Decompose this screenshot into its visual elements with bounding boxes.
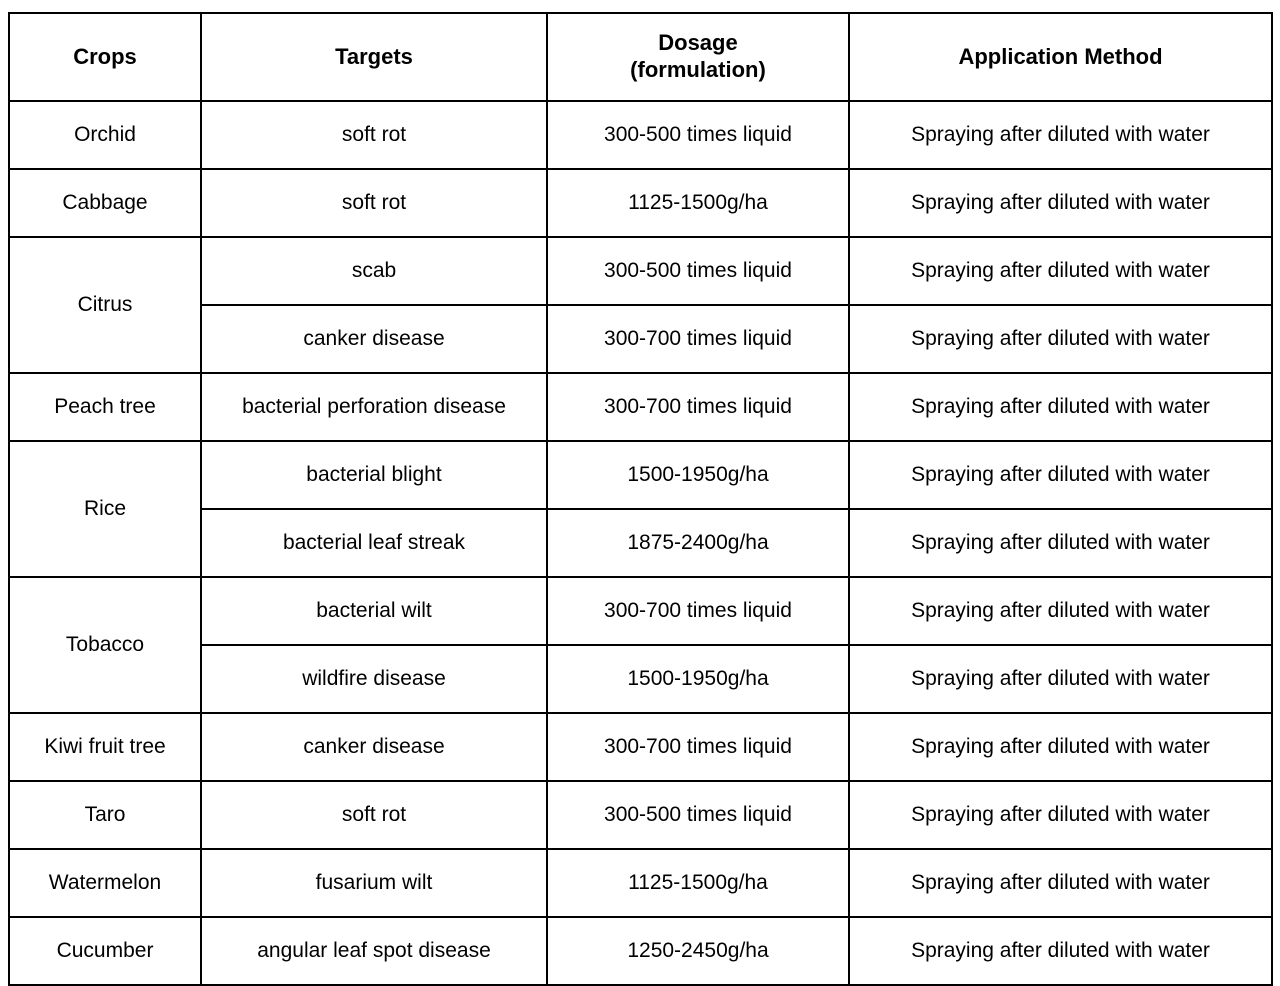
cell-crop: Rice bbox=[8, 440, 202, 578]
table-row: Kiwi fruit tree canker disease 300-700 tim… bbox=[8, 712, 1273, 782]
cell-application-method: Spraying after diluted with water bbox=[848, 916, 1273, 986]
column-header-dosage-line1: Dosage bbox=[658, 30, 738, 56]
table-header: Crops Targets Dosage (formulation) Appli… bbox=[8, 12, 1273, 102]
cell-crop: Peach tree bbox=[8, 372, 202, 442]
table-row: Watermelon fusarium wilt 1125-1500g/ha Spra… bbox=[8, 848, 1273, 918]
cell-target: soft rot bbox=[200, 100, 548, 170]
column-header-dosage-line2: (formulation) bbox=[630, 57, 766, 82]
table-row: Cucumber angular leaf spot disease 1250-24… bbox=[8, 916, 1273, 986]
cell-crop: Taro bbox=[8, 780, 202, 850]
column-header-targets: Targets bbox=[200, 12, 548, 102]
table-row: bacterial leaf streak 1875-2400g/ha Sprayi… bbox=[9, 508, 1273, 578]
column-header-application-method: Application Method bbox=[848, 12, 1273, 102]
cell-application-method: Spraying after diluted with water bbox=[848, 644, 1273, 714]
cell-application-method: Spraying after diluted with water bbox=[848, 236, 1273, 306]
table-row: wildfire disease 1500-1950g/ha Spraying af… bbox=[9, 644, 1273, 714]
cell-dosage: 300-700 times liquid bbox=[546, 372, 850, 442]
cell-application-method: Spraying after diluted with water bbox=[848, 508, 1273, 578]
column-header-crops: Crops bbox=[8, 12, 202, 102]
cell-dosage: 300-500 times liquid bbox=[546, 236, 850, 306]
cell-crop: Watermelon bbox=[8, 848, 202, 918]
cell-dosage: 1500-1950g/ha bbox=[546, 644, 850, 714]
crop-application-table: Crops Targets Dosage (formulation) Appli… bbox=[8, 12, 1273, 986]
table-row: Rice bacterial blight 1500-1950g/ha Sprayin… bbox=[8, 440, 1273, 578]
cell-dosage: 1125-1500g/ha bbox=[546, 168, 850, 238]
table-row: Orchid soft rot 300-500 times liquid Sprayi… bbox=[8, 100, 1273, 170]
cell-application-method: Spraying after diluted with water bbox=[848, 304, 1273, 374]
table-row: Cabbage soft rot 1125-1500g/ha Spraying aft… bbox=[8, 168, 1273, 238]
cell-target: soft rot bbox=[200, 168, 548, 238]
cell-dosage: 300-500 times liquid bbox=[546, 780, 850, 850]
cell-target: canker disease bbox=[200, 304, 548, 374]
document-canvas: Crops Targets Dosage (formulation) Appli… bbox=[8, 12, 1273, 986]
cell-target: angular leaf spot disease bbox=[200, 916, 548, 986]
table-row: Citrus scab 300-500 times liquid Spraying a… bbox=[8, 236, 1273, 374]
cell-crop: Kiwi fruit tree bbox=[8, 712, 202, 782]
cell-target: fusarium wilt bbox=[200, 848, 548, 918]
cell-crop: Cabbage bbox=[8, 168, 202, 238]
cell-dosage: 1250-2450g/ha bbox=[546, 916, 850, 986]
cell-dosage: 1875-2400g/ha bbox=[546, 508, 850, 578]
cell-dosage: 1500-1950g/ha bbox=[546, 440, 850, 510]
cell-target: soft rot bbox=[200, 780, 548, 850]
cell-application-method: Spraying after diluted with water bbox=[848, 440, 1273, 510]
cell-dosage: 300-700 times liquid bbox=[546, 304, 850, 374]
table-row: Peach tree bacterial perforation disease 3… bbox=[8, 372, 1273, 442]
cell-application-method: Spraying after diluted with water bbox=[848, 576, 1273, 646]
table-row: Tobacco bacterial wilt 300-700 times liqui… bbox=[8, 576, 1273, 714]
cell-target: bacterial wilt bbox=[200, 576, 548, 646]
cell-target: bacterial blight bbox=[200, 440, 548, 510]
cell-application-method: Spraying after diluted with water bbox=[848, 372, 1273, 442]
cell-crop: Citrus bbox=[8, 236, 202, 374]
cell-target: canker disease bbox=[200, 712, 548, 782]
cell-crop: Tobacco bbox=[8, 576, 202, 714]
header-row: Crops Targets Dosage (formulation) Appli… bbox=[8, 12, 1273, 102]
cell-dosage: 300-700 times liquid bbox=[546, 576, 850, 646]
cell-dosage: 300-500 times liquid bbox=[546, 100, 850, 170]
cell-application-method: Spraying after diluted with water bbox=[848, 168, 1273, 238]
cell-target: scab bbox=[200, 236, 548, 306]
table-row: canker disease 300-700 times liquid Sprayi… bbox=[9, 304, 1273, 374]
cell-dosage: 300-700 times liquid bbox=[546, 712, 850, 782]
cell-application-method: Spraying after diluted with water bbox=[848, 780, 1273, 850]
cell-target: bacterial perforation disease bbox=[200, 372, 548, 442]
cell-application-method: Spraying after diluted with water bbox=[848, 848, 1273, 918]
cell-dosage: 1125-1500g/ha bbox=[546, 848, 850, 918]
column-header-dosage: Dosage (formulation) bbox=[546, 12, 850, 102]
cell-application-method: Spraying after diluted with water bbox=[848, 100, 1273, 170]
table-body: Orchid soft rot 300-500 times liquid Sprayi… bbox=[8, 100, 1273, 986]
cell-crop: Orchid bbox=[8, 100, 202, 170]
cell-application-method: Spraying after diluted with water bbox=[848, 712, 1273, 782]
cell-crop: Cucumber bbox=[8, 916, 202, 986]
cell-target: wildfire disease bbox=[200, 644, 548, 714]
cell-target: bacterial leaf streak bbox=[200, 508, 548, 578]
table-row: Taro soft rot 300-500 times liquid Spraying… bbox=[8, 780, 1273, 850]
